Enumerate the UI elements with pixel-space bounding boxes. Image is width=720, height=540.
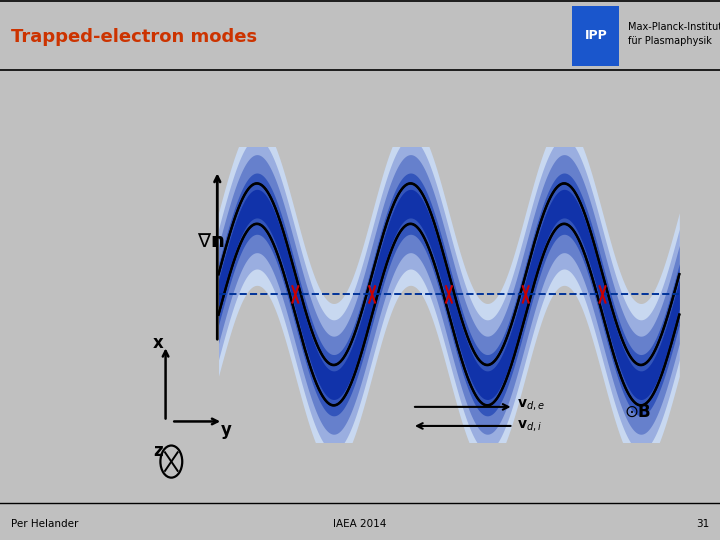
Bar <box>572 6 619 65</box>
Text: IPP: IPP <box>585 29 607 42</box>
Text: $\odot\mathbf{B}$: $\odot\mathbf{B}$ <box>624 403 652 421</box>
Text: Max-Planck-Institut
für Plasmaphysik: Max-Planck-Institut für Plasmaphysik <box>628 22 720 46</box>
Text: $\mathbf{v}_{d,i}$: $\mathbf{v}_{d,i}$ <box>517 420 542 434</box>
Text: IAEA 2014: IAEA 2014 <box>333 519 387 529</box>
Text: z: z <box>153 442 163 460</box>
Text: $\nabla\mathbf{n}$: $\nabla\mathbf{n}$ <box>197 233 225 252</box>
Text: $\mathbf{v}_{d,e}$: $\mathbf{v}_{d,e}$ <box>517 397 545 413</box>
Text: 31: 31 <box>696 519 709 529</box>
Text: Per Helander: Per Helander <box>11 519 78 529</box>
Text: Trapped-electron modes: Trapped-electron modes <box>11 28 257 46</box>
Text: x: x <box>153 334 163 352</box>
Text: y: y <box>220 421 231 439</box>
